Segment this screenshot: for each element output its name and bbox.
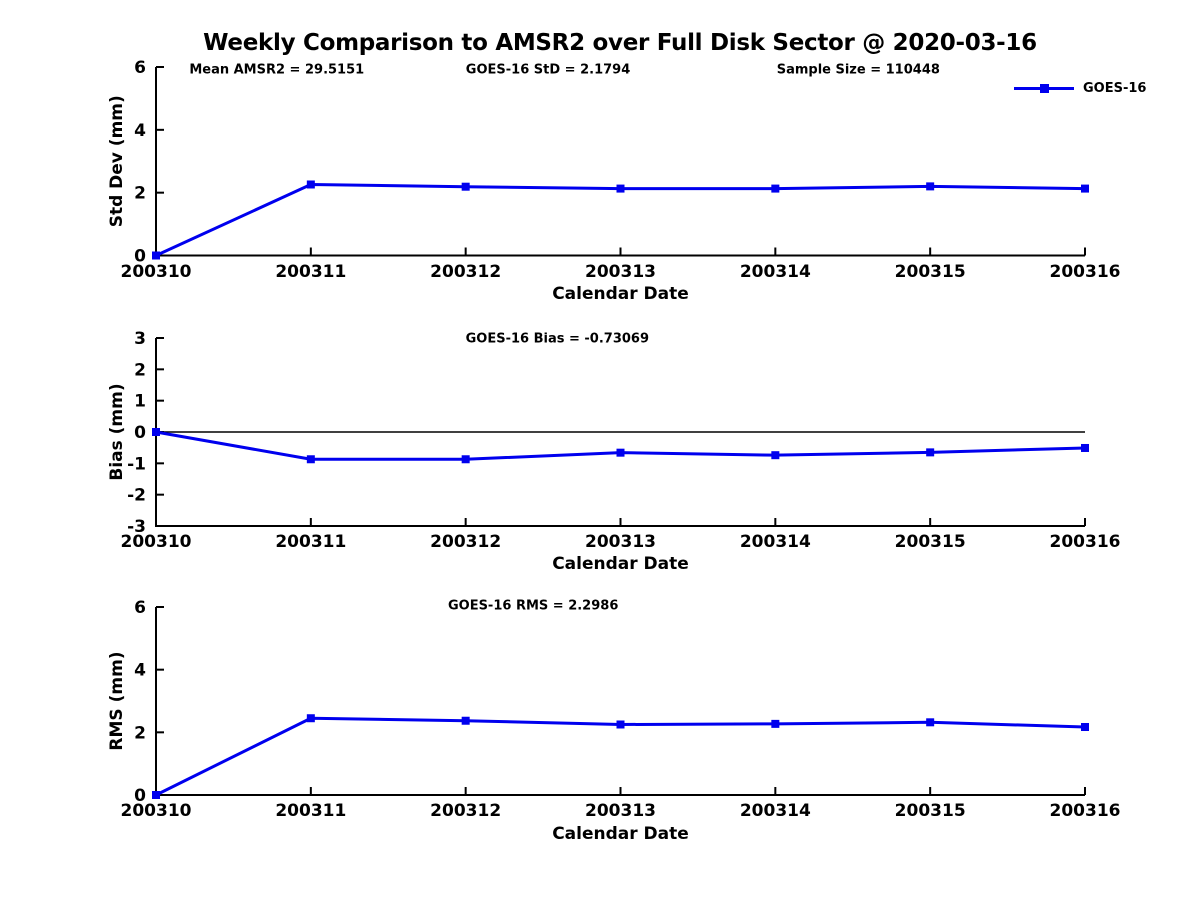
data-point-marker (306, 714, 315, 723)
y-axis-title: Bias (mm) (107, 383, 127, 480)
x-tick-label: 200311 (275, 801, 346, 821)
y-tick-label: 0 (134, 786, 146, 806)
y-tick-label: 4 (134, 661, 146, 681)
x-axis-title: Calendar Date (552, 284, 689, 304)
y-tick-label: 2 (134, 184, 146, 204)
x-tick-label: 200312 (430, 801, 501, 821)
stat-annotation: GOES-16 RMS = 2.2986 (448, 599, 618, 614)
legend-line-sample (1014, 83, 1074, 93)
data-point-marker (1081, 184, 1089, 193)
x-axis-title: Calendar Date (552, 824, 689, 844)
y-axis-title: Std Dev (mm) (107, 95, 127, 227)
x-tick-label: 200316 (1050, 532, 1121, 552)
y-axis-title: RMS (mm) (107, 651, 127, 750)
x-tick-label: 200316 (1050, 801, 1121, 821)
figure-title: Weekly Comparison to AMSR2 over Full Dis… (203, 30, 1037, 56)
y-tick-label: 0 (134, 246, 146, 266)
data-point-marker (616, 720, 625, 729)
x-tick-label: 200312 (430, 262, 501, 282)
x-tick-label: 200313 (585, 801, 656, 821)
x-tick-label: 200314 (740, 262, 811, 282)
x-tick-label: 200311 (275, 262, 346, 282)
series-line-goes-16 (155, 182, 1086, 257)
y-tick-label: 3 (134, 329, 146, 349)
y-tick-label: 4 (134, 121, 146, 141)
stat-annotation: Mean AMSR2 = 29.5151 (189, 63, 364, 78)
legend: GOES-16 (1014, 80, 1146, 96)
legend-series-label: GOES-16 (1083, 80, 1147, 96)
data-point-marker (1081, 723, 1089, 732)
data-point-marker (926, 448, 935, 457)
data-point-marker (152, 428, 160, 436)
x-tick-label: 200316 (1050, 262, 1121, 282)
data-point-marker (461, 455, 470, 464)
x-tick-label: 200310 (121, 801, 192, 821)
y-tick-label: 6 (134, 598, 146, 618)
y-tick-label: 6 (134, 58, 146, 78)
series-line-goes-16 (155, 716, 1086, 797)
data-point-marker (461, 716, 470, 725)
y-tick-label: 2 (134, 360, 146, 380)
y-tick-label: -2 (127, 486, 146, 506)
data-point-marker (616, 448, 625, 457)
subplot-rms: 0 2 4 6 200310 200311 200312 200313 200314 200315… (107, 598, 1120, 844)
y-tick-label: -3 (127, 517, 146, 537)
data-point-marker (926, 718, 935, 727)
data-point-marker (771, 719, 780, 728)
x-tick-label: 200314 (740, 801, 811, 821)
data-point-marker (1081, 443, 1089, 452)
y-tick-label: 1 (134, 392, 146, 412)
data-point-marker (152, 791, 160, 799)
x-tick-label: 200315 (895, 262, 966, 282)
y-tick-label: 0 (134, 423, 146, 443)
x-tick-label: 200312 (430, 532, 501, 552)
x-tick-label: 200314 (740, 532, 811, 552)
data-point-marker (306, 180, 315, 189)
y-tick-label: -1 (127, 454, 146, 474)
data-point-marker (926, 182, 935, 191)
x-tick-label: 200310 (121, 532, 192, 552)
stat-annotation: Sample Size = 110448 (777, 63, 940, 78)
x-tick-label: 200313 (585, 262, 656, 282)
stat-annotation: GOES-16 Bias = -0.73069 (466, 332, 649, 347)
y-tick-label: 2 (134, 723, 146, 743)
data-point-marker (152, 251, 160, 260)
x-tick-label: 200315 (895, 801, 966, 821)
x-tick-label: 200311 (275, 532, 346, 552)
data-point-marker (771, 451, 780, 460)
data-point-marker (306, 455, 315, 464)
x-tick-label: 200315 (895, 532, 966, 552)
data-point-marker (616, 184, 625, 193)
legend-square-marker-icon (1040, 83, 1049, 93)
x-tick-label: 200310 (121, 262, 192, 282)
subplot-bias: -3 -2 -1 0 1 2 3 200310 200311 200312 200313 200314… (107, 329, 1120, 574)
data-point-marker (461, 182, 470, 191)
data-point-marker (771, 184, 780, 193)
subplot-stddev: 0 2 4 6 200310 200311 200312 200313 200314 200315… (107, 58, 1120, 304)
stat-annotation: GOES-16 StD = 2.1794 (466, 63, 630, 78)
x-tick-label: 200313 (585, 532, 656, 552)
x-axis-title: Calendar Date (552, 554, 689, 574)
